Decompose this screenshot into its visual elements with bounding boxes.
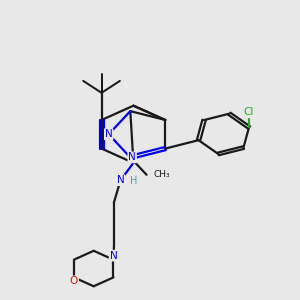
- Text: H: H: [130, 176, 137, 186]
- Text: N: N: [117, 175, 124, 185]
- Text: N: N: [128, 152, 136, 162]
- Text: N: N: [110, 251, 117, 261]
- Text: Cl: Cl: [244, 107, 254, 117]
- Text: O: O: [70, 276, 78, 286]
- Text: N: N: [105, 129, 112, 139]
- Text: CH₃: CH₃: [154, 170, 170, 179]
